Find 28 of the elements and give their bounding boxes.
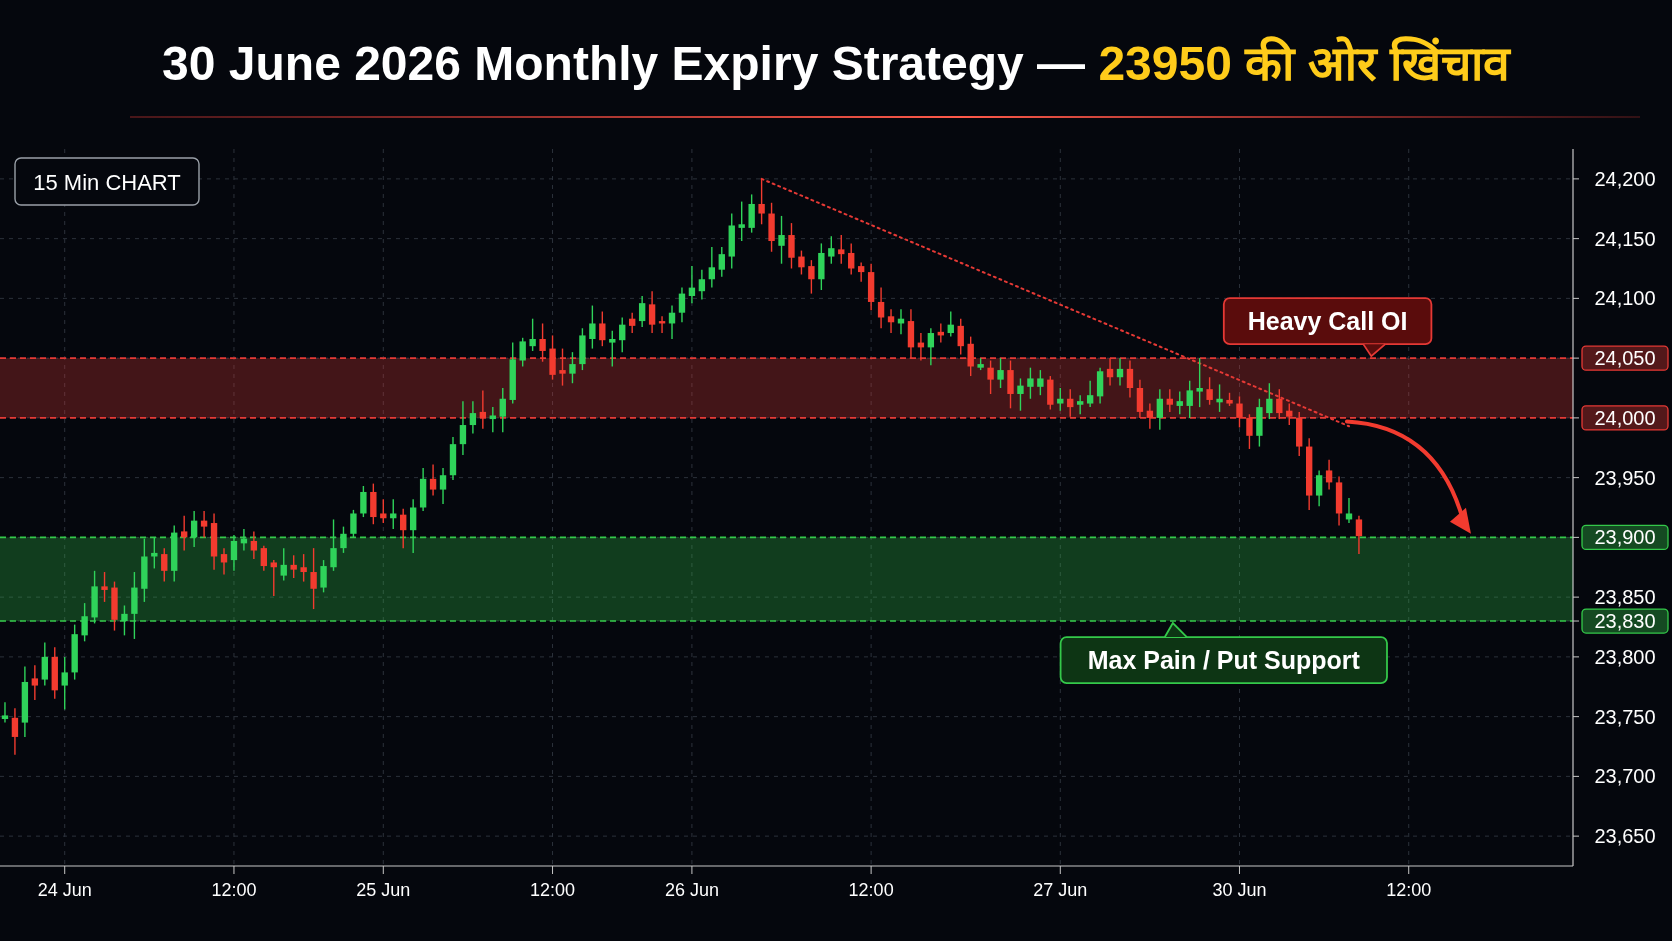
x-tick-label: 27 Jun: [1033, 880, 1088, 900]
annotation: 15 Min CHART: [33, 170, 181, 195]
x-tick-label: 30 Jun: [1212, 880, 1267, 900]
band-label: Heavy Call OI: [1247, 307, 1408, 336]
y-tick-label: 23,700: [1594, 765, 1656, 788]
y-tick-label: 24,000: [1594, 406, 1656, 429]
x-tick-label: 12:00: [530, 880, 576, 900]
y-tick-label: 23,900: [1594, 526, 1656, 549]
x-tick-label: 26 Jun: [664, 880, 719, 900]
y-tick-label: 24,200: [1594, 167, 1656, 190]
y-tick-label: 23,850: [1594, 586, 1656, 609]
y-tick-label: 24,100: [1594, 287, 1656, 310]
legend-label: Max Pain / Put Support: [1087, 646, 1361, 675]
y-tick-label: 23,800: [1594, 645, 1656, 668]
x-tick-label: 25 Jun: [356, 880, 411, 900]
y-tick-label: 23,830: [1594, 610, 1656, 633]
y-tick-label: 23,950: [1594, 466, 1656, 489]
y-tick-label: 24,150: [1594, 227, 1656, 250]
y-tick-label: 23,650: [1594, 825, 1656, 848]
band-label: Max Pain / Put Support: [1059, 621, 1388, 684]
x-tick-label: 12:00: [848, 880, 894, 900]
x-tick-label: 24 Jun: [37, 880, 92, 900]
band-label: Heavy Call OI: [1222, 297, 1433, 358]
chart-title: 30 June 2026 Monthly Expiry Strategy — 23950 की ओर खिंचाव: [162, 36, 1512, 90]
y-tick-label: 24,050: [1594, 347, 1656, 370]
x-tick-label: 12:00: [1386, 880, 1432, 900]
y-tick-label: 23,750: [1594, 705, 1656, 728]
x-tick-label: 12:00: [211, 880, 257, 900]
